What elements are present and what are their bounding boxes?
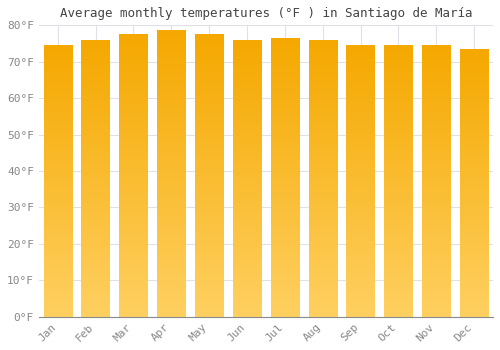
Title: Average monthly temperatures (°F ) in Santiago de María: Average monthly temperatures (°F ) in Sa… <box>60 7 472 20</box>
